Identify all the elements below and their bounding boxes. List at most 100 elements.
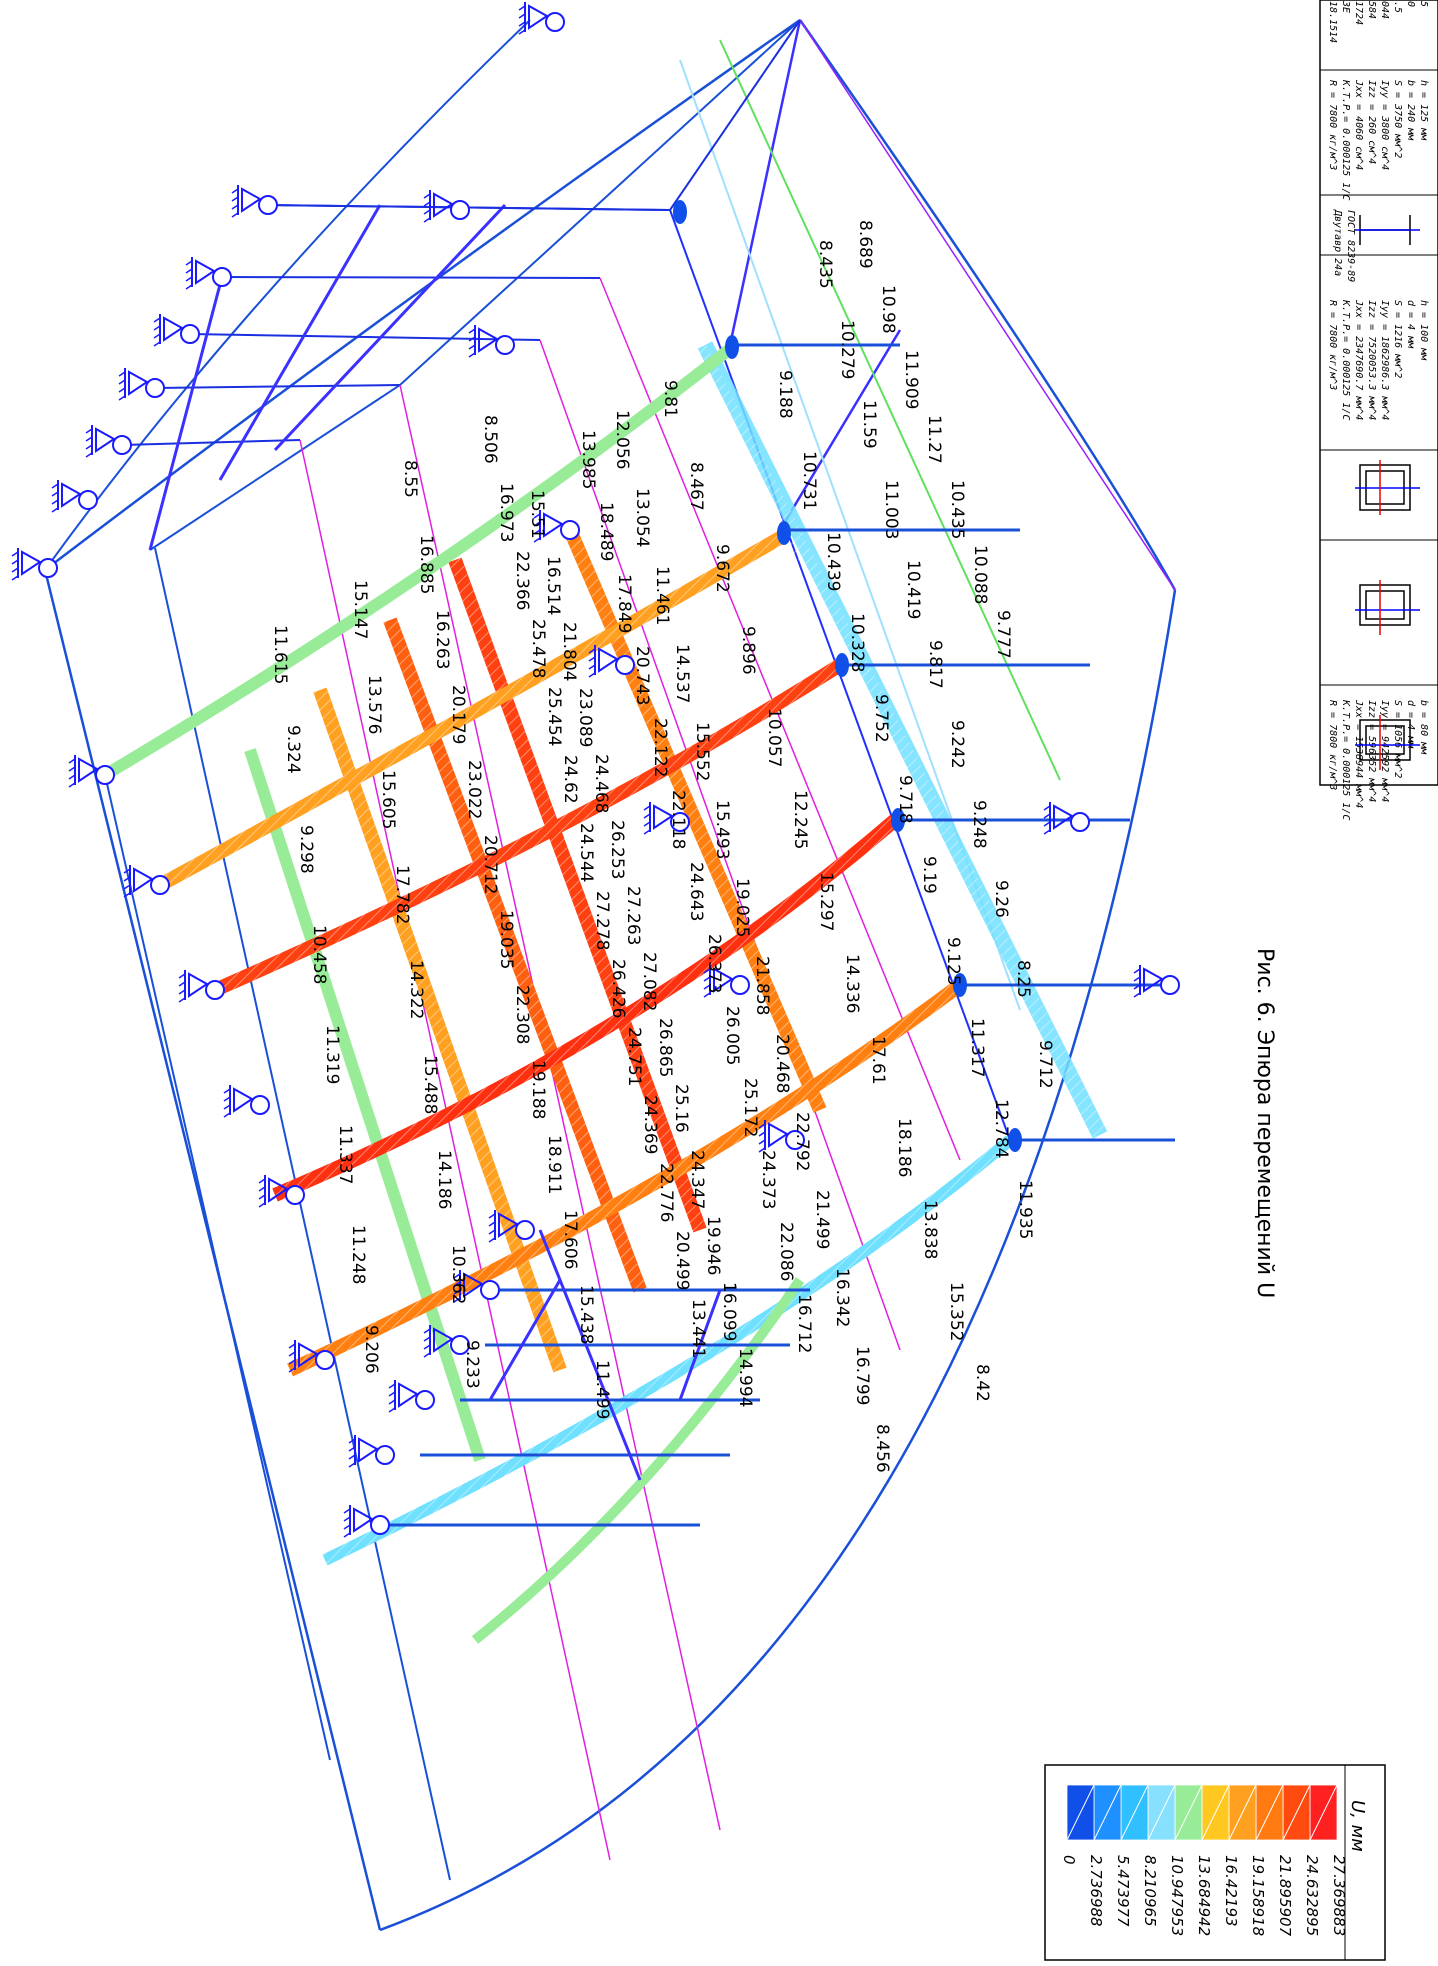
section-line: Jxx = 4060 см^4 — [1353, 79, 1364, 170]
legend-value: 24.632895 — [1303, 1855, 1321, 1936]
section-3: R = 7800 кг/м^3 К.Т.Р.= 0.000125 1/С Jxx =… — [1327, 79, 1429, 200]
displacement-value: 24.468 — [591, 754, 611, 813]
displacement-value: 15.297 — [816, 872, 836, 931]
section-line: К.Т.Р.= 0.000125 1/С — [1340, 299, 1351, 420]
section-line: К.Т.Р.= 0.000125 1/С — [1340, 79, 1351, 200]
displacement-value: 14.336 — [842, 954, 862, 1013]
support-icon — [11, 547, 58, 581]
section-line: h = 100 мм — [1418, 300, 1429, 361]
displacement-value: 10.435 — [947, 480, 967, 539]
displacement-value: 20.179 — [448, 685, 468, 744]
displacement-value: 22.792 — [792, 1112, 812, 1171]
displacement-value: 9.188 — [775, 370, 795, 419]
displacement-value: 15.552 — [692, 722, 712, 781]
displacement-value: 26.373 — [704, 934, 724, 993]
legend-value: 21.895907 — [1276, 1855, 1294, 1937]
displacement-value: 8.467 — [686, 462, 706, 511]
section-4: 118.1514 13E 11724 1584 2044 1.5 30 15 — [1327, 0, 1429, 43]
displacement-value: 9.233 — [462, 1340, 482, 1389]
displacement-value: 8.435 — [815, 240, 835, 289]
section-line: Iyy = 3800 см^4 — [1379, 80, 1390, 170]
section-line: Iyy = 1862986.3 мм^4 — [1379, 300, 1390, 420]
displacement-value: 15.352 — [946, 1282, 966, 1341]
legend-title: U, мм — [1347, 1800, 1368, 1852]
displacement-value: 24.544 — [576, 823, 596, 882]
legend: U, мм 27.369883 24.632895 21.895907 19.1589… — [1044, 1764, 1386, 1961]
support-icon — [185, 256, 232, 290]
displacement-value: 9.242 — [947, 720, 967, 769]
displacement-value: 25.172 — [740, 1078, 760, 1137]
section-line: ГОСТ 8239-89 — [1345, 210, 1356, 282]
section-2: Двутавр 24а ГОСТ 8239-89 — [1332, 209, 1356, 282]
displacement-value: 13.838 — [920, 1200, 940, 1259]
section-line: Iyy = 942592 мм^4 — [1379, 700, 1390, 802]
section-line: Izz = 596352 мм^4 — [1366, 700, 1377, 802]
legend-value: 5.473977 — [1114, 1855, 1132, 1927]
channel-section-icon — [1355, 215, 1420, 770]
displacement-value: 9.206 — [361, 1325, 381, 1374]
displacement-value: 9.672 — [712, 544, 732, 593]
displacement-value: 16.514 — [543, 556, 563, 615]
section-line: b = 80 мм — [1418, 700, 1429, 755]
displacement-value: 22.366 — [512, 551, 532, 610]
displacement-value: 9.752 — [871, 694, 891, 743]
displacement-value: 25.454 — [544, 687, 564, 746]
section-line: 15 — [1418, 0, 1429, 7]
support-icon — [348, 1434, 395, 1468]
displacement-value: 15.488 — [420, 1055, 440, 1114]
displacement-value: 10.279 — [837, 320, 857, 379]
displacement-value: 9.81 — [660, 380, 680, 418]
displacement-value: 9.712 — [1035, 1040, 1055, 1089]
displacement-value: 15.493 — [712, 800, 732, 859]
support-icon — [468, 324, 515, 358]
section-line: 30 — [1405, 0, 1416, 7]
section-line: b = 240 мм — [1405, 80, 1416, 141]
displacement-value: 27.278 — [592, 891, 612, 950]
displacement-value: 22.308 — [512, 985, 532, 1044]
displacement-value: 10.088 — [970, 545, 990, 604]
displacement-value: 16.885 — [416, 535, 436, 594]
support-icon — [51, 479, 98, 513]
section-line: 2044 — [1379, 0, 1390, 19]
displacement-value: 22.776 — [656, 1163, 676, 1222]
support-icon — [153, 313, 200, 347]
displacement-value: 14.994 — [735, 1348, 755, 1407]
displacement-value: 21.499 — [812, 1190, 832, 1249]
displacement-value: 11.003 — [881, 480, 901, 539]
displacement-value: 16.263 — [432, 610, 452, 669]
displacement-value: 19.025 — [732, 878, 752, 937]
displacement-value: 13.441 — [688, 1299, 708, 1358]
displacement-value: 18.911 — [544, 1135, 564, 1194]
displacement-value: 15.438 — [576, 1285, 596, 1344]
displacement-value: 16.712 — [794, 1294, 814, 1353]
legend-value: 16.42193 — [1222, 1855, 1240, 1927]
displacement-value: 26.865 — [655, 1018, 675, 1077]
displacement-value: 9.324 — [283, 725, 303, 774]
displacement-value: 24.347 — [687, 1150, 707, 1209]
displacement-value: 17.61 — [868, 1036, 888, 1085]
section-line: Jxx = 2347690.7 мм^4 — [1353, 299, 1364, 420]
section-line: h = 125 мм — [1418, 80, 1429, 141]
section-line: 11724 — [1353, 0, 1364, 25]
displacement-value: 10.057 — [764, 708, 784, 767]
displacement-value: 22.118 — [668, 790, 688, 849]
section-line: S = 3750 мм^2 — [1392, 80, 1403, 158]
displacement-value: 24.751 — [624, 1027, 644, 1086]
legend-value: 19.158918 — [1249, 1855, 1267, 1936]
displacement-value: 20.468 — [772, 1034, 792, 1093]
support-icon — [518, 1, 565, 35]
legend-value: 10.947953 — [1168, 1855, 1186, 1936]
displacement-value: 13.576 — [364, 675, 384, 734]
displacement-value: 10.362 — [448, 1245, 468, 1304]
displacement-value: 19.946 — [703, 1216, 723, 1275]
displacement-value: 13.054 — [632, 488, 652, 547]
support-icon — [423, 189, 470, 223]
displacement-value: 23.022 — [464, 760, 484, 819]
displacement-value: 12.056 — [612, 410, 632, 469]
displacement-value: 13.985 — [578, 430, 598, 489]
displacement-value: 11.248 — [348, 1225, 368, 1284]
displacement-value: 20.743 — [632, 646, 652, 705]
displacement-value: 26.253 — [607, 820, 627, 879]
displacement-value: 21.804 — [559, 622, 579, 681]
